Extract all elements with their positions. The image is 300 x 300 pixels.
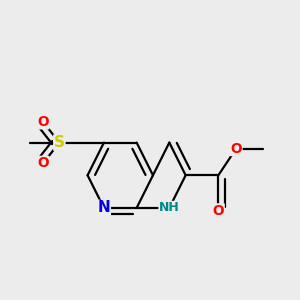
Text: O: O: [212, 204, 224, 218]
Text: NH: NH: [159, 202, 180, 214]
Text: N: N: [98, 200, 110, 215]
Text: O: O: [37, 156, 49, 170]
Text: O: O: [230, 142, 242, 155]
Text: O: O: [37, 115, 49, 129]
Text: S: S: [54, 135, 65, 150]
